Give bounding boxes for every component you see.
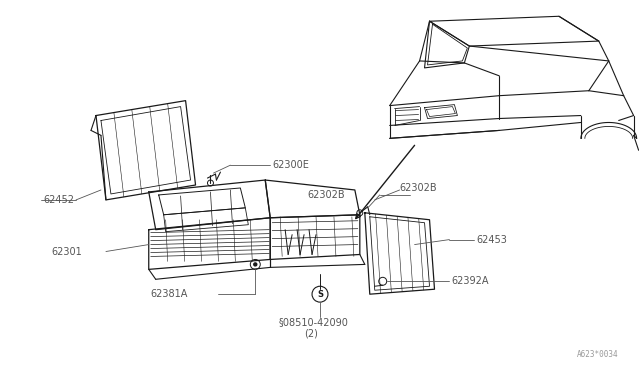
Text: 62301: 62301 — [51, 247, 82, 257]
Circle shape — [254, 263, 257, 266]
Text: 62300E: 62300E — [272, 160, 309, 170]
Text: 62453: 62453 — [476, 235, 507, 245]
Text: 62302B: 62302B — [399, 183, 437, 193]
Text: (2): (2) — [304, 329, 318, 339]
Text: §08510-42090: §08510-42090 — [278, 317, 348, 327]
Text: S: S — [317, 290, 323, 299]
Text: A623*0034: A623*0034 — [577, 350, 619, 359]
Text: 62392A: 62392A — [451, 276, 489, 286]
Text: 62302B: 62302B — [307, 190, 345, 200]
Text: 62381A: 62381A — [151, 289, 188, 299]
Text: 62452: 62452 — [44, 195, 74, 205]
